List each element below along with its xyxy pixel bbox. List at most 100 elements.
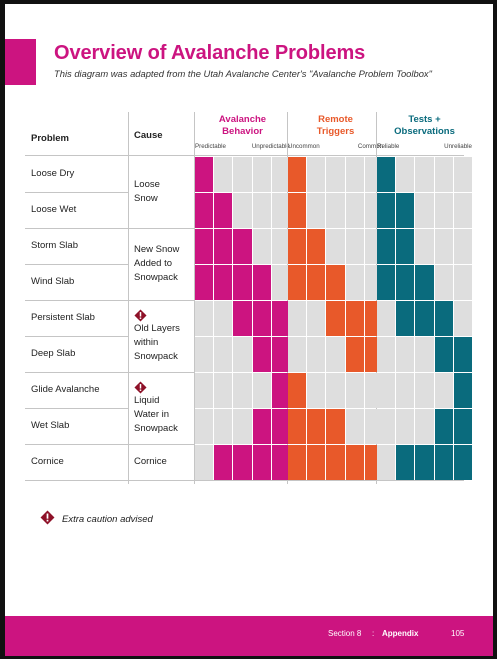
- page-title: Overview of Avalanche Problems: [54, 42, 366, 64]
- warning-diamond-icon: [134, 381, 147, 394]
- cause-divider: [128, 112, 129, 484]
- grid-cell: [396, 156, 415, 192]
- cause-divider-row: [128, 372, 194, 373]
- cause-line: Snowpack: [134, 351, 178, 362]
- grid-cell: [326, 228, 345, 264]
- grid-cell: [396, 264, 415, 300]
- grid-cell: [326, 336, 345, 372]
- grid-cell: [326, 156, 345, 192]
- grid-cell: [307, 300, 326, 336]
- grid-cell: [345, 408, 364, 444]
- grid-cell: [434, 408, 453, 444]
- grid-left-divider: [194, 112, 195, 484]
- scale-right-label-2: Unreliable: [444, 143, 472, 150]
- grid-cell: [288, 192, 307, 228]
- problem-name: Cornice: [31, 456, 64, 467]
- grid-cell: [307, 408, 326, 444]
- cause-divider-row: [128, 300, 194, 301]
- grid-cell: [214, 156, 233, 192]
- group-header-1: Remote Triggers: [288, 114, 383, 138]
- grid-cell: [288, 444, 307, 480]
- grid-cell: [271, 408, 290, 444]
- group-header-line: Behavior: [222, 126, 263, 137]
- grid-cell: [377, 228, 396, 264]
- grid-cell: [345, 192, 364, 228]
- row-divider: [25, 264, 128, 265]
- cause-line: Loose: [134, 179, 160, 190]
- footer-separator: :: [372, 629, 375, 638]
- grid-cell: [271, 444, 290, 480]
- grid-cell: [233, 444, 252, 480]
- grid-cell: [415, 300, 434, 336]
- grid-cell: [288, 372, 307, 408]
- grid-cell: [377, 264, 396, 300]
- problem-column-header: Problem: [31, 133, 70, 144]
- grid-cell: [252, 300, 271, 336]
- grid-cell: [326, 264, 345, 300]
- grid-cell: [307, 264, 326, 300]
- grid-cell: [345, 300, 364, 336]
- grid-cell: [453, 336, 472, 372]
- grid-cell: [415, 264, 434, 300]
- warning-diamond-icon: [134, 309, 147, 322]
- grid-cell: [326, 408, 345, 444]
- grid-cell: [288, 300, 307, 336]
- grid-cell: [377, 408, 396, 444]
- footer-section: Section 8: [328, 629, 362, 638]
- warning-diamond-icon: [40, 510, 55, 525]
- problem-name: Loose Dry: [31, 168, 75, 179]
- problem-name: Wet Slab: [31, 420, 70, 431]
- grid-cell: [195, 408, 214, 444]
- grid-cell: [434, 444, 453, 480]
- grid-cell: [195, 192, 214, 228]
- scale-left-label-2: Reliable: [377, 143, 400, 150]
- grid-cell: [288, 336, 307, 372]
- grid-cell: [214, 300, 233, 336]
- grid-cell: [415, 372, 434, 408]
- cause-label: Loose Snow: [134, 178, 160, 206]
- page-footer: [5, 616, 493, 656]
- grid-cell: [415, 444, 434, 480]
- cause-label: Liquid Water in Snowpack: [134, 394, 178, 436]
- grid-cell: [195, 300, 214, 336]
- cause-line: Snow: [134, 193, 158, 204]
- grid-cell: [415, 408, 434, 444]
- grid-cell: [345, 372, 364, 408]
- grid-cell: [233, 228, 252, 264]
- grid-cell: [307, 444, 326, 480]
- grid-cell: [377, 444, 396, 480]
- grid-cell: [326, 300, 345, 336]
- grid-cell: [345, 264, 364, 300]
- grid-cell: [288, 408, 307, 444]
- grid-cell: [252, 372, 271, 408]
- cause-line: Added to: [134, 258, 173, 269]
- grid-cell: [271, 264, 290, 300]
- grid-cell: [434, 300, 453, 336]
- row-divider: [25, 192, 128, 193]
- grid-cell: [453, 408, 472, 444]
- grid-cell: [307, 228, 326, 264]
- cause-line: within: [134, 337, 159, 348]
- grid-cell: [271, 300, 290, 336]
- document-page: Overview of Avalanche Problems This diag…: [5, 4, 493, 656]
- page-subtitle: This diagram was adapted from the Utah A…: [54, 68, 432, 79]
- table-bottom-rule: [25, 480, 464, 481]
- group-header-line: Observations: [394, 126, 455, 137]
- grid-cell: [326, 192, 345, 228]
- title-accent-bar: [5, 39, 36, 85]
- problem-name: Persistent Slab: [31, 312, 95, 323]
- grid-cell: [288, 156, 307, 192]
- grid-cell: [434, 264, 453, 300]
- grid-cell: [233, 300, 252, 336]
- grid-cell: [271, 228, 290, 264]
- grid-cell: [307, 192, 326, 228]
- grid-cell: [233, 264, 252, 300]
- cause-line: Liquid: [134, 395, 160, 406]
- grid-cell: [377, 300, 396, 336]
- row-divider: [25, 408, 128, 409]
- grid-cell: [252, 408, 271, 444]
- grid-cell: [453, 372, 472, 408]
- grid-cell: [195, 228, 214, 264]
- grid-cell: [214, 228, 233, 264]
- grid-cell: [415, 192, 434, 228]
